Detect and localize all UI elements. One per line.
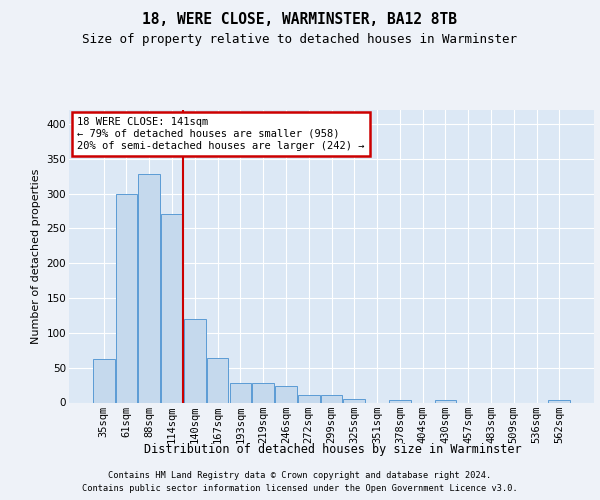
- Bar: [184, 319, 206, 402]
- Bar: [389, 400, 410, 402]
- Text: 18 WERE CLOSE: 141sqm
← 79% of detached houses are smaller (958)
20% of semi-det: 18 WERE CLOSE: 141sqm ← 79% of detached …: [77, 118, 364, 150]
- Text: Contains public sector information licensed under the Open Government Licence v3: Contains public sector information licen…: [82, 484, 518, 493]
- Text: Distribution of detached houses by size in Warminster: Distribution of detached houses by size …: [144, 442, 522, 456]
- Bar: [434, 400, 456, 402]
- Bar: [161, 214, 183, 402]
- Bar: [253, 383, 274, 402]
- Bar: [548, 400, 570, 402]
- Bar: [139, 174, 160, 402]
- Bar: [116, 194, 137, 402]
- Text: 18, WERE CLOSE, WARMINSTER, BA12 8TB: 18, WERE CLOSE, WARMINSTER, BA12 8TB: [143, 12, 458, 28]
- Bar: [275, 386, 297, 402]
- Bar: [343, 399, 365, 402]
- Text: Size of property relative to detached houses in Warminster: Size of property relative to detached ho…: [83, 32, 517, 46]
- Bar: [230, 383, 251, 402]
- Bar: [298, 395, 320, 402]
- Text: Contains HM Land Registry data © Crown copyright and database right 2024.: Contains HM Land Registry data © Crown c…: [109, 471, 491, 480]
- Y-axis label: Number of detached properties: Number of detached properties: [31, 168, 41, 344]
- Bar: [207, 358, 229, 403]
- Bar: [320, 395, 343, 402]
- Bar: [93, 360, 115, 403]
